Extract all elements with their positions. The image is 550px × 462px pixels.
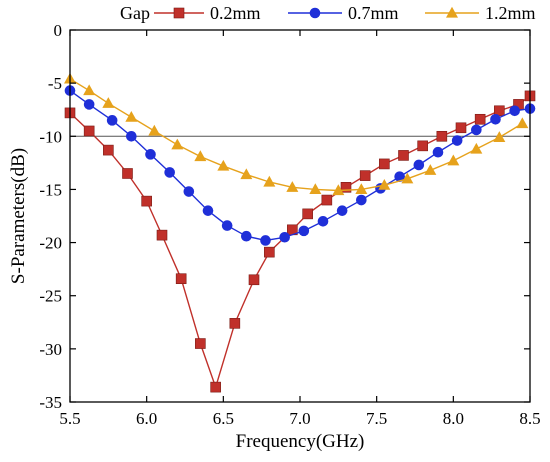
- data-point: [175, 273, 187, 285]
- data-point: [417, 140, 428, 152]
- data-point: [321, 194, 333, 206]
- data-point: [202, 205, 214, 216]
- data-point: [490, 113, 501, 125]
- data-point: [451, 135, 463, 146]
- legend-marker: [446, 6, 458, 18]
- x-tick-label: 6.5: [213, 409, 234, 428]
- legend: Gap 0.2mm 0.7mm 1.2mm: [120, 3, 536, 23]
- x-tick-label: 7.5: [366, 409, 387, 428]
- data-point: [286, 181, 299, 192]
- data-point: [125, 110, 138, 122]
- series-line: [69, 78, 523, 192]
- data-point: [398, 150, 409, 161]
- plot-frame: [69, 29, 531, 403]
- data-point: [183, 186, 195, 197]
- data-point: [240, 168, 253, 180]
- data-point: [195, 338, 206, 349]
- data-point: [394, 171, 405, 182]
- data-point: [171, 138, 184, 150]
- y-tick-label: -25: [39, 287, 62, 306]
- data-point: [126, 130, 137, 142]
- y-tick-label: -10: [39, 127, 62, 146]
- data-point: [103, 144, 114, 156]
- y-tick-label: 0: [54, 21, 63, 40]
- data-point: [83, 99, 95, 110]
- data-point: [106, 115, 118, 126]
- y-tick-label: -35: [39, 393, 62, 412]
- legend-title: Gap: [120, 3, 150, 23]
- tick-layer: 5.5 6.0 6.5 7.0 7.5 8.0 8.5 0 -5 -10 -15 -20 -25 -30 -…: [39, 21, 540, 428]
- legend-label: 0.2mm: [210, 3, 261, 23]
- data-point: [509, 105, 520, 117]
- data-point: [241, 230, 252, 242]
- data-point: [356, 194, 367, 206]
- series-1.2mm: [64, 72, 529, 196]
- data-point: [148, 124, 161, 136]
- data-point: [217, 159, 230, 171]
- series-layer: [64, 72, 536, 393]
- data-point: [102, 97, 115, 108]
- x-tick-label: 6.0: [136, 409, 157, 428]
- data-point: [210, 381, 221, 393]
- legend-label: 0.7mm: [348, 3, 399, 23]
- data-point: [248, 274, 260, 286]
- data-point: [355, 183, 368, 195]
- x-tick-label: 8.0: [443, 409, 464, 428]
- data-point: [379, 158, 390, 170]
- data-point: [413, 159, 425, 171]
- data-point: [145, 149, 156, 160]
- data-point: [83, 125, 95, 137]
- legend-marker: [173, 7, 185, 19]
- data-point: [264, 246, 275, 258]
- x-tick-label: 5.5: [59, 409, 80, 428]
- y-tick-label: -5: [48, 74, 62, 93]
- series-0.7mm: [64, 85, 536, 246]
- data-point: [378, 178, 391, 190]
- data-point: [122, 168, 133, 179]
- x-tick-label: 7.0: [289, 409, 310, 428]
- data-point: [302, 208, 313, 220]
- y-axis-title: S-Parameters(dB): [8, 148, 29, 284]
- data-point: [493, 131, 506, 142]
- y-tick-label: -30: [39, 340, 62, 359]
- data-point: [194, 150, 207, 162]
- data-point: [340, 182, 352, 193]
- data-point: [164, 167, 175, 178]
- data-point: [455, 122, 467, 134]
- data-point: [424, 164, 437, 175]
- y-tick-label: -15: [39, 180, 62, 199]
- data-point: [516, 117, 529, 129]
- data-point: [432, 146, 444, 158]
- data-point: [260, 235, 271, 246]
- data-point: [436, 130, 448, 142]
- data-point: [83, 84, 96, 96]
- legend-label: 1.2mm: [485, 3, 536, 23]
- data-point: [474, 113, 486, 125]
- series-line: [69, 90, 531, 242]
- data-point: [359, 170, 371, 181]
- data-point: [141, 195, 152, 207]
- y-tick-label: -20: [39, 234, 62, 253]
- data-point: [401, 172, 414, 184]
- legend-marker: [309, 7, 321, 19]
- x-axis-title: Frequency(GHz): [236, 431, 365, 452]
- data-point: [336, 205, 348, 216]
- data-point: [279, 231, 290, 243]
- data-point: [263, 175, 276, 187]
- data-point: [332, 184, 345, 196]
- x-tick-label: 8.5: [519, 409, 540, 428]
- data-point: [447, 154, 460, 166]
- data-point: [229, 318, 241, 329]
- data-point: [156, 229, 168, 241]
- data-point: [309, 183, 322, 195]
- data-point: [298, 225, 310, 237]
- data-point: [471, 124, 482, 136]
- data-point: [221, 220, 233, 231]
- data-point: [317, 216, 329, 227]
- data-point: [470, 142, 483, 154]
